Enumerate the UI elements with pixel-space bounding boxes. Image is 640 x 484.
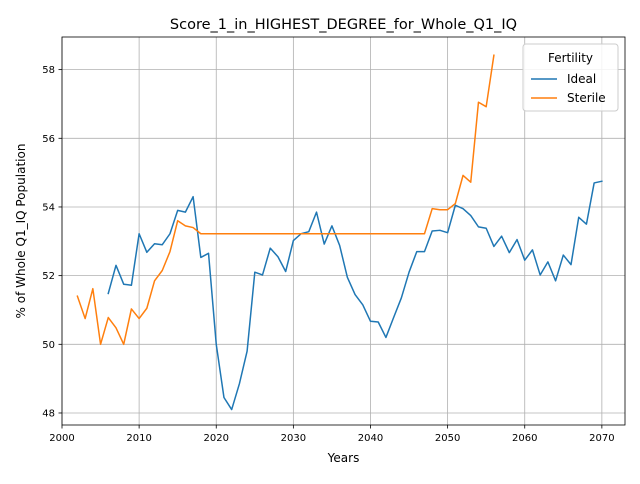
y-tick-label: 54	[42, 203, 55, 214]
chart-title: Score_1_in_HIGHEST_DEGREE_for_Whole_Q1_I…	[170, 17, 517, 33]
legend-label-sterile: Sterile	[567, 91, 606, 105]
legend: Fertility Ideal Sterile	[522, 43, 619, 112]
y-tick-label: 50	[42, 340, 55, 351]
series-line-ideal	[107, 180, 603, 411]
y-tick-label: 58	[42, 65, 55, 76]
x-tick-label: 2020	[204, 433, 229, 444]
x-tick-label: 2050	[435, 433, 460, 444]
x-tick-label: 2000	[49, 433, 74, 444]
x-tick-label: 2070	[589, 433, 614, 444]
x-tick-label: 2040	[358, 433, 383, 444]
legend-label-ideal: Ideal	[567, 72, 596, 86]
x-axis-label: Years	[327, 451, 360, 465]
y-tick-label: 48	[42, 409, 55, 420]
plot-frame	[61, 36, 626, 426]
y-tick-label: 52	[42, 271, 55, 282]
series-lines	[76, 54, 603, 411]
y-axis-label: % of Whole Q1_IQ Population	[14, 144, 28, 319]
series-line-sterile	[76, 54, 495, 346]
x-tick-label: 2010	[126, 433, 151, 444]
x-tick-label: 2060	[512, 433, 537, 444]
y-tick-label: 56	[42, 134, 55, 145]
legend-title: Fertility	[548, 51, 593, 65]
x-tick-label: 2030	[281, 433, 306, 444]
legend-box	[522, 43, 619, 112]
axis-ticks: 2000 2010 2020 2030 2040 2050 2060 2070 48 50 52 54…	[42, 65, 614, 444]
